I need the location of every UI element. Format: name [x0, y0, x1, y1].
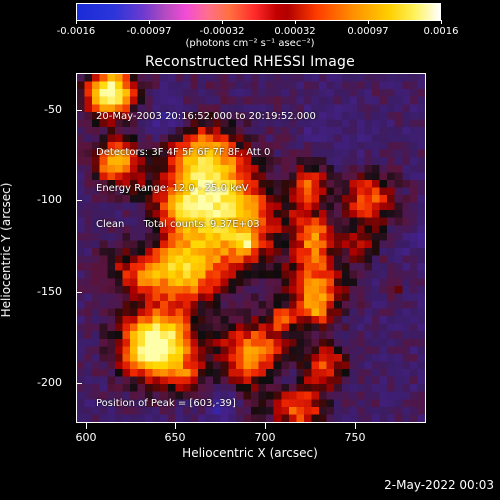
- overlay-text: 20-May-2003 20:16:52.000 to 20:19:52.000…: [96, 87, 316, 255]
- colorbar-tick: [295, 20, 296, 24]
- image-plot: 20-May-2003 20:16:52.000 to 20:19:52.000…: [76, 73, 426, 423]
- time-range: 20-May-2003 20:16:52.000 to 20:19:52.000: [96, 111, 316, 122]
- colorbar-tick-label: 0.00097: [347, 26, 389, 37]
- energy-range: Energy Range: 12.0 - 25.0 keV: [96, 183, 249, 194]
- colorbar-tick-label: -0.00097: [126, 26, 172, 37]
- colorbar: [76, 3, 441, 21]
- colorbar-tick-label: -0.00032: [199, 26, 245, 37]
- colorbar-tick-label: -0.0016: [56, 26, 96, 37]
- y-tick-label: -200: [37, 376, 62, 389]
- peak-position: Position of Peak = [603,-39]: [96, 398, 236, 409]
- y-tick: -50: [0, 103, 500, 116]
- detectors: Detectors: 3F 4F 5F 6F 7F 8F, Att 0: [96, 147, 271, 158]
- x-tick-label: 650: [164, 431, 186, 444]
- x-tick-label: 700: [254, 431, 276, 444]
- y-axis-label: Heliocentric Y (arcsec): [0, 182, 13, 318]
- x-tick-label: 600: [75, 431, 97, 444]
- colorbar-tick: [441, 20, 442, 24]
- x-axis-label: Heliocentric X (arcsec): [182, 446, 318, 460]
- colorbar-tick-label: 0.0016: [423, 26, 459, 37]
- clean-counts: Clean Total counts: 9.37E+03: [96, 219, 260, 230]
- colorbar-tick: [149, 20, 150, 24]
- colorbar-tick: [76, 20, 77, 24]
- y-tick-label: -150: [37, 285, 62, 298]
- x-tick-mark: [86, 423, 87, 429]
- y-tick-mark: [76, 383, 82, 384]
- flux-map: [77, 74, 425, 422]
- y-tick-mark: [76, 200, 82, 201]
- y-tick: -150: [0, 285, 500, 298]
- colorbar-tick-label: 0.00032: [274, 26, 316, 37]
- colorbar-tick: [222, 20, 223, 24]
- y-tick-mark: [76, 292, 82, 293]
- y-tick: -100: [0, 193, 500, 206]
- y-tick-label: -50: [44, 103, 62, 116]
- y-tick-mark: [76, 110, 82, 111]
- footer-date: 2-May-2022 00:03: [384, 478, 494, 492]
- x-tick-mark: [265, 423, 266, 429]
- x-tick-label: 750: [344, 431, 366, 444]
- y-tick-label: -100: [37, 193, 62, 206]
- colorbar-units: (photons cm⁻² s⁻¹ asec⁻²): [185, 38, 315, 49]
- x-tick-mark: [355, 423, 356, 429]
- colorbar-gradient: [77, 4, 440, 20]
- page-title: Reconstructed RHESSI Image: [145, 54, 355, 70]
- y-tick: -200: [0, 376, 500, 389]
- colorbar-tick: [368, 20, 369, 24]
- x-tick-mark: [175, 423, 176, 429]
